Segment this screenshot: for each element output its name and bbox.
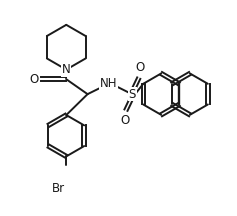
Text: O: O xyxy=(135,61,144,74)
Text: N: N xyxy=(62,63,71,76)
Text: Br: Br xyxy=(52,182,65,195)
Text: S: S xyxy=(129,88,136,101)
Text: O: O xyxy=(30,73,39,86)
Text: O: O xyxy=(120,114,130,127)
Text: NH: NH xyxy=(100,77,118,90)
